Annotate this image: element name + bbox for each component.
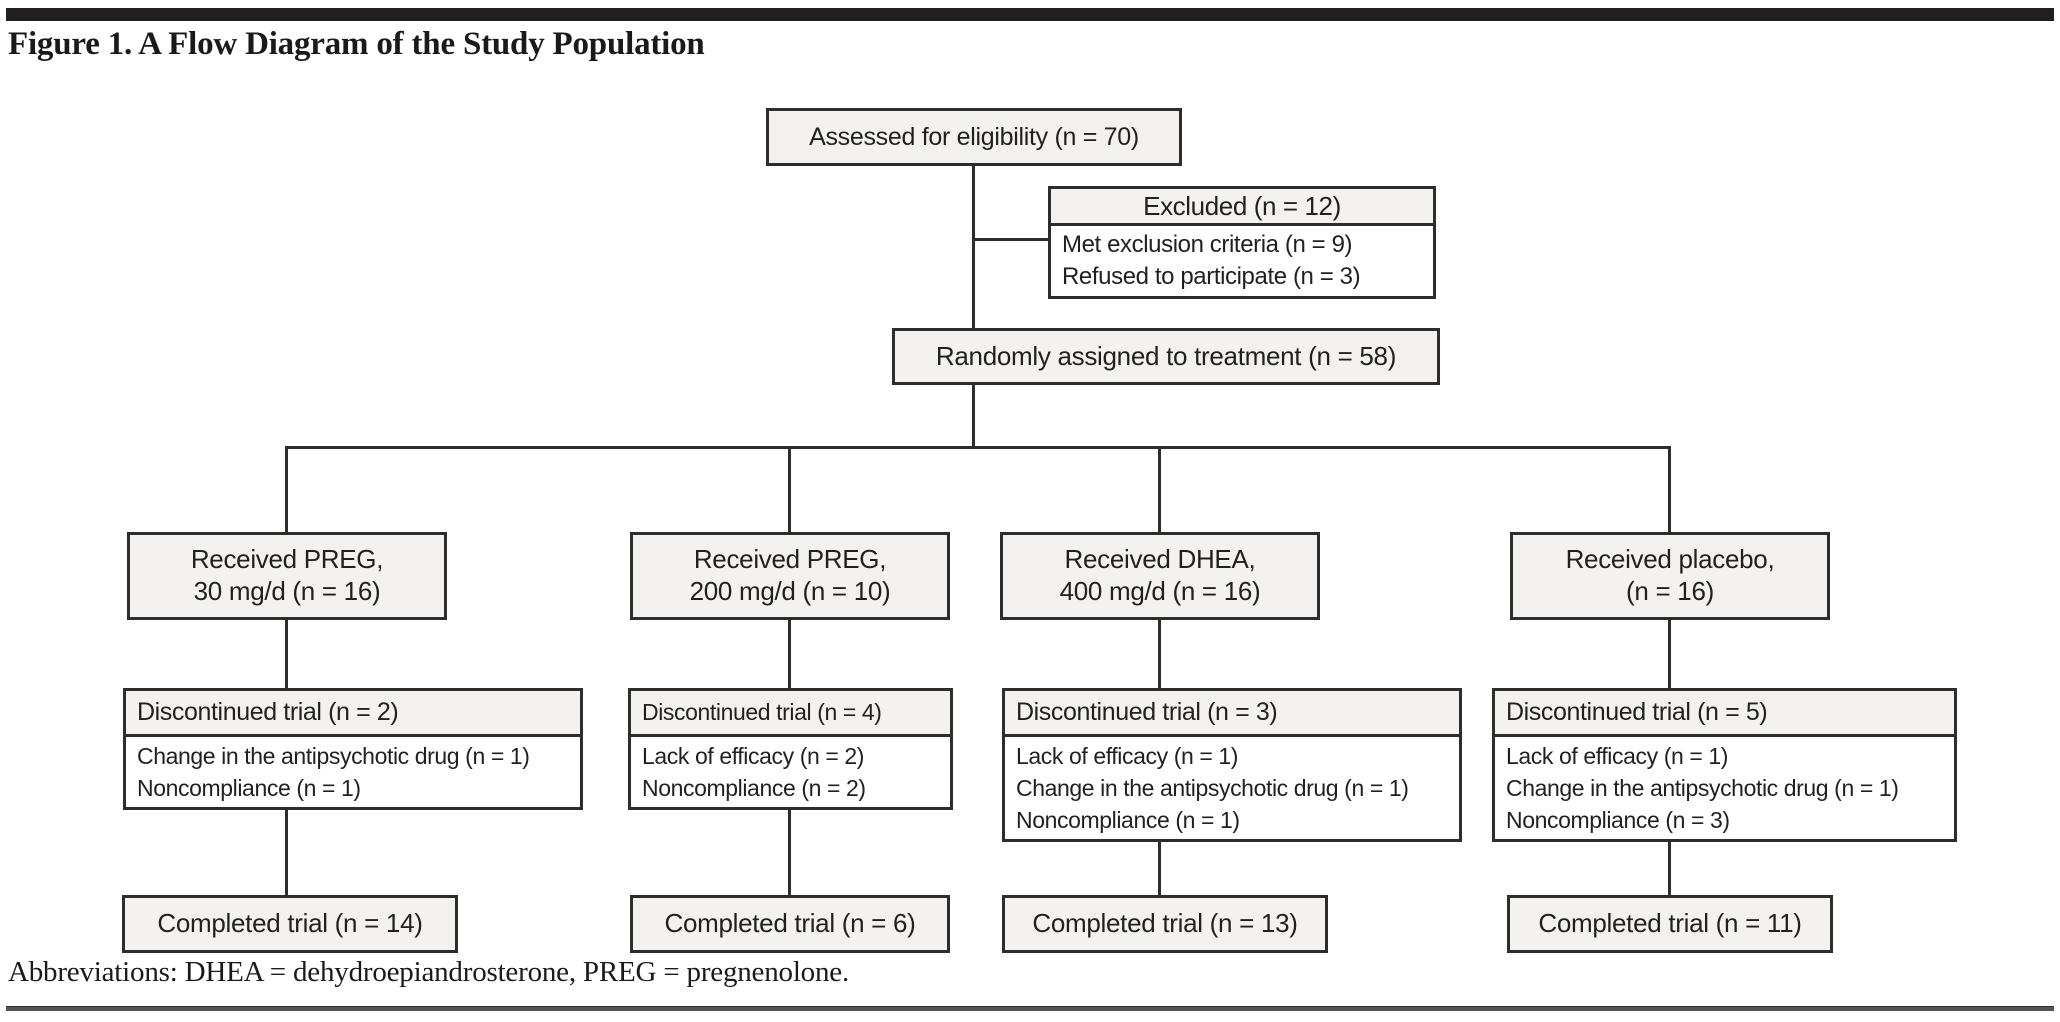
excluded-reason: Met exclusion criteria (n = 9): [1062, 231, 1353, 258]
line-split-to-arm-4: [1668, 446, 1671, 532]
figure-title: Figure 1. A Flow Diagram of the Study Po…: [8, 26, 705, 62]
excluded-box: Excluded (n = 12) Met exclusion criteria…: [1048, 186, 1436, 299]
discontinued-box-2: Discontinued trial (n = 4) Lack of effic…: [628, 688, 953, 810]
discontinued-reasons: Lack of efficacy (n = 1) Change in the a…: [1495, 737, 1954, 839]
top-rule: [6, 8, 2054, 21]
discontinued-reason: Lack of efficacy (n = 1): [1506, 743, 1729, 769]
randomized-box: Randomly assigned to treatment (n = 58): [892, 328, 1440, 385]
completed-box-3: Completed trial (n = 13): [1002, 895, 1328, 953]
arm-label-line2: 30 mg/d (n = 16): [193, 576, 381, 606]
line-discontinued-to-completed-1: [285, 810, 288, 895]
line-split-to-arm-2: [788, 446, 791, 532]
line-arm-to-discontinued-1: [285, 620, 288, 688]
completed-label: Completed trial (n = 11): [1538, 908, 1802, 939]
discontinued-header: Discontinued trial (n = 4): [631, 691, 950, 737]
discontinued-box-4: Discontinued trial (n = 5) Lack of effic…: [1492, 688, 1957, 842]
discontinued-reason: Change in the antipsychotic drug (n = 1): [137, 743, 530, 769]
arm-label-line2: (n = 16): [1626, 576, 1714, 606]
abbreviations-note: Abbreviations: DHEA = dehydroepiandroste…: [8, 956, 849, 988]
line-split-to-arm-1: [285, 446, 288, 532]
arm-label-line1: Received DHEA,: [1064, 544, 1256, 575]
line-discontinued-to-completed-3: [1158, 842, 1161, 895]
completed-label: Completed trial (n = 14): [157, 908, 423, 939]
completed-label: Completed trial (n = 6): [664, 908, 916, 939]
arm-label-line2: 200 mg/d (n = 10): [689, 576, 891, 606]
discontinued-header: Discontinued trial (n = 2): [126, 691, 580, 737]
assessed-box: Assessed for eligibility (n = 70): [766, 108, 1182, 166]
line-discontinued-to-completed-2: [788, 810, 791, 895]
discontinued-reason: Noncompliance (n = 3): [1506, 807, 1730, 833]
arm-label-line1: Received placebo,: [1565, 544, 1775, 575]
discontinued-header: Discontinued trial (n = 5): [1495, 691, 1954, 737]
arm-label-line2: 400 mg/d (n = 16): [1059, 576, 1261, 606]
line-branch-to-excluded: [972, 238, 1050, 241]
excluded-reason: Refused to participate (n = 3): [1062, 263, 1361, 290]
arm-label-line1: Received PREG,: [693, 544, 887, 575]
discontinued-reason: Change in the antipsychotic drug (n = 1): [1506, 775, 1899, 801]
line-distribution-horizontal: [285, 446, 1671, 449]
discontinued-reason: Lack of efficacy (n = 2): [642, 743, 865, 769]
line-discontinued-to-completed-4: [1668, 842, 1671, 895]
completed-box-2: Completed trial (n = 6): [630, 895, 950, 953]
line-arm-to-discontinued-2: [788, 620, 791, 688]
line-assessed-to-randomized: [972, 164, 975, 330]
arm-box-dhea400: Received DHEA, 400 mg/d (n = 16): [1000, 532, 1320, 620]
discontinued-box-1: Discontinued trial (n = 2) Change in the…: [123, 688, 583, 810]
discontinued-reasons: Lack of efficacy (n = 2) Noncompliance (…: [631, 737, 950, 807]
discontinued-reason: Change in the antipsychotic drug (n = 1): [1016, 775, 1409, 801]
assessed-label: Assessed for eligibility (n = 70): [809, 122, 1139, 151]
line-split-to-arm-3: [1158, 446, 1161, 532]
completed-label: Completed trial (n = 13): [1032, 908, 1298, 939]
discontinued-reasons: Lack of efficacy (n = 1) Change in the a…: [1005, 737, 1459, 839]
discontinued-header: Discontinued trial (n = 3): [1005, 691, 1459, 737]
discontinued-reason: Noncompliance (n = 1): [137, 775, 361, 801]
completed-box-4: Completed trial (n = 11): [1507, 895, 1833, 953]
arm-box-preg200: Received PREG, 200 mg/d (n = 10): [630, 532, 950, 620]
arm-box-placebo: Received placebo, (n = 16): [1510, 532, 1830, 620]
line-arm-to-discontinued-4: [1668, 620, 1671, 688]
discontinued-reason: Noncompliance (n = 1): [1016, 807, 1240, 833]
discontinued-box-3: Discontinued trial (n = 3) Lack of effic…: [1002, 688, 1462, 842]
line-randomized-to-split: [972, 384, 975, 448]
discontinued-reason: Noncompliance (n = 2): [642, 775, 866, 801]
excluded-header: Excluded (n = 12): [1051, 189, 1433, 226]
excluded-reasons: Met exclusion criteria (n = 9) Refused t…: [1051, 226, 1433, 296]
discontinued-reason: Lack of efficacy (n = 1): [1016, 743, 1239, 769]
discontinued-reasons: Change in the antipsychotic drug (n = 1)…: [126, 737, 580, 807]
completed-box-1: Completed trial (n = 14): [122, 895, 458, 953]
line-arm-to-discontinued-3: [1158, 620, 1161, 688]
randomized-label: Randomly assigned to treatment (n = 58): [935, 340, 1397, 371]
bottom-rule: [6, 1006, 2054, 1011]
arm-box-preg30: Received PREG, 30 mg/d (n = 16): [127, 532, 447, 620]
arm-label-line1: Received PREG,: [190, 544, 384, 575]
